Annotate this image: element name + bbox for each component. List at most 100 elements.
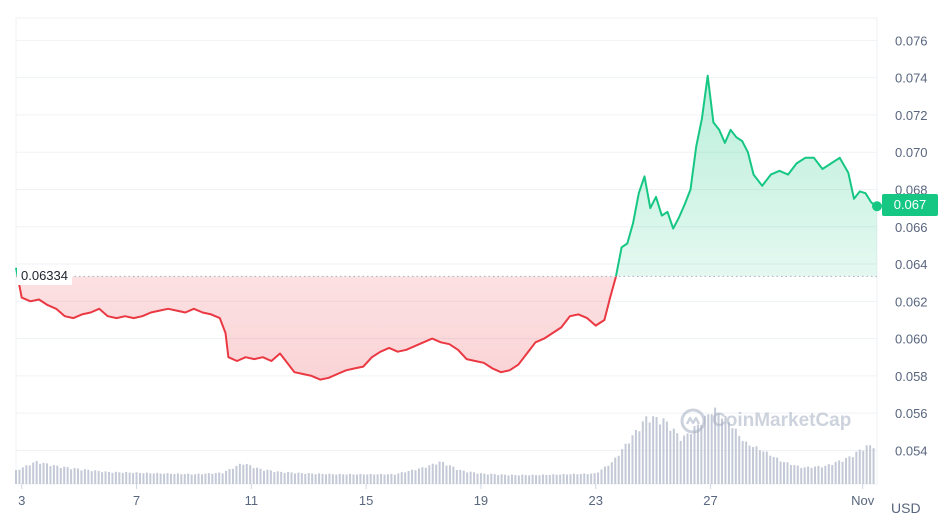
volume-bar: [824, 466, 826, 484]
volume-bar: [177, 473, 179, 484]
volume-bar: [232, 469, 234, 484]
volume-bar: [129, 473, 131, 484]
volume-bar: [325, 474, 327, 484]
volume-bar: [94, 470, 96, 484]
volume-bar: [315, 474, 317, 484]
currency-unit-label: USD: [891, 500, 921, 516]
volume-bar: [122, 473, 124, 484]
volume-bar: [70, 469, 72, 484]
volume-bar: [501, 474, 503, 484]
volume-bar: [542, 475, 544, 484]
volume-bar: [280, 472, 282, 484]
volume-bar: [222, 473, 224, 484]
volume-bar: [366, 474, 368, 484]
volume-bar: [266, 470, 268, 484]
volume-bar: [411, 470, 413, 484]
volume-bar: [476, 474, 478, 484]
volume-bar: [452, 467, 454, 484]
volume-bar: [425, 468, 427, 484]
volume-bar: [838, 460, 840, 484]
volume-bar: [304, 474, 306, 484]
volume-bar: [848, 456, 850, 484]
volume-bar: [494, 474, 496, 484]
volume-bar: [862, 451, 864, 484]
volume-bar: [470, 472, 472, 484]
volume-bar: [291, 472, 293, 484]
volume-bar: [773, 457, 775, 484]
volume-bar: [776, 458, 778, 484]
volume-bar: [828, 464, 830, 484]
volume-bar: [731, 428, 733, 484]
volume-bar: [301, 473, 303, 484]
volume-bar: [521, 475, 523, 484]
volume-bar: [693, 426, 695, 484]
volume-bar: [229, 469, 231, 484]
volume-bar: [380, 474, 382, 484]
volume-bar: [793, 465, 795, 484]
volume-bar: [611, 462, 613, 484]
volume-bar: [656, 417, 658, 484]
volume-bar: [504, 475, 506, 484]
volume-bar: [511, 475, 513, 484]
volume-bar: [418, 468, 420, 484]
volume-bar: [249, 465, 251, 484]
volume-bar: [566, 475, 568, 484]
volume-bar: [735, 429, 737, 484]
volume-bar: [449, 465, 451, 484]
volume-bar: [39, 464, 41, 484]
volume-bar: [618, 456, 620, 484]
volume-bar: [749, 446, 751, 484]
volume-bar: [528, 475, 530, 484]
volume-bar: [859, 450, 861, 484]
volume-bar: [356, 474, 358, 484]
y-tick-label: 0.058: [895, 369, 928, 384]
volume-bar: [742, 441, 744, 484]
volume-bar: [74, 468, 76, 484]
volume-bar: [446, 466, 448, 484]
y-tick-label: 0.062: [895, 294, 928, 309]
volume-bar: [63, 467, 65, 484]
volume-bar: [466, 472, 468, 484]
volume-bar: [680, 441, 682, 484]
volume-bar: [811, 468, 813, 484]
volume-bar: [211, 474, 213, 484]
volume-bar: [201, 474, 203, 484]
x-tick-label: 27: [703, 493, 717, 508]
volume-bar: [783, 462, 785, 484]
volume-bar: [573, 474, 575, 484]
volume-bar: [645, 416, 647, 484]
volume-bar: [766, 452, 768, 484]
volume-bar: [738, 436, 740, 484]
volume-bar: [136, 472, 138, 484]
volume-bar: [797, 465, 799, 484]
volume-bar: [297, 473, 299, 484]
volume-bar: [587, 474, 589, 484]
current-price-dot: [872, 201, 882, 211]
current-price-badge: 0.067: [882, 194, 938, 216]
watermark-text: CoinMarketCap: [712, 410, 851, 432]
volume-bar: [184, 474, 186, 484]
volume-bar: [111, 473, 113, 484]
volume-bar: [225, 471, 227, 484]
volume-bar: [46, 463, 48, 484]
volume-bar: [415, 470, 417, 484]
volume-bar: [538, 475, 540, 484]
volume-bar: [18, 470, 20, 484]
volume-bar: [108, 472, 110, 484]
x-tick-label: 11: [245, 493, 259, 508]
volume-bar: [845, 458, 847, 484]
volume-bar: [332, 474, 334, 484]
volume-bar: [384, 475, 386, 484]
volume-bar: [91, 471, 93, 484]
volume-bar: [390, 474, 392, 484]
volume-bar: [105, 471, 107, 484]
x-tick-label: 15: [359, 493, 373, 508]
volume-bar: [518, 475, 520, 484]
volume-bar: [370, 474, 372, 484]
volume-bar: [36, 461, 38, 484]
volume-bar: [142, 473, 144, 484]
volume-bar: [786, 462, 788, 484]
volume-bar: [535, 475, 537, 484]
volume-bar: [53, 465, 55, 484]
volume-bar: [173, 474, 175, 484]
